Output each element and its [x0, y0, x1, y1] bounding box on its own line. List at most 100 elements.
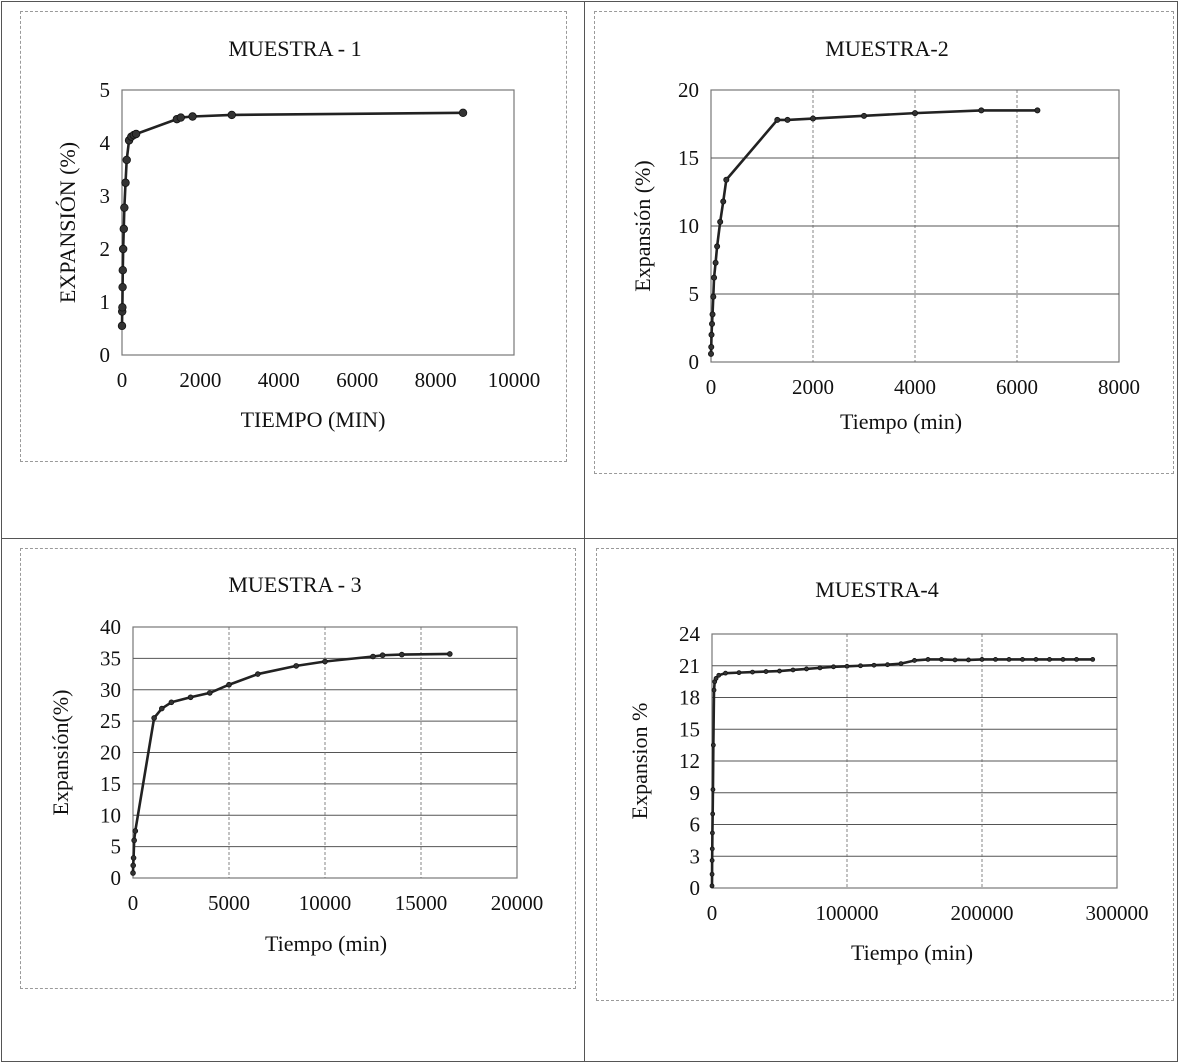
y-tick-label: 5 — [111, 835, 122, 859]
y-tick-label: 15 — [100, 772, 121, 796]
data-point — [207, 690, 213, 696]
y-tick-label: 0 — [689, 350, 700, 374]
data-point — [118, 303, 127, 312]
data-point — [710, 830, 715, 836]
y-tick-label: 18 — [679, 686, 700, 710]
data-point — [709, 311, 716, 318]
data-point — [750, 669, 755, 675]
x-tick-label: 0 — [707, 901, 718, 925]
y-tick-label: 0 — [690, 876, 701, 900]
chart-panel-muestra-2 — [594, 11, 1174, 474]
x-tick-label: 0 — [128, 891, 139, 915]
x-axis-label: Tiempo (min) — [265, 931, 387, 956]
x-axis-label: Tiempo (min) — [840, 409, 962, 434]
data-point — [708, 331, 715, 338]
y-tick-label: 4 — [100, 131, 111, 155]
data-point — [723, 176, 730, 183]
chart-panel-muestra-1 — [20, 11, 567, 462]
y-tick-label: 10 — [100, 803, 121, 827]
y-tick-label: 20 — [100, 741, 121, 765]
y-tick-label: 20 — [678, 78, 699, 102]
data-point — [130, 862, 136, 869]
chart-muestra-1: 0 1 2 3 4 5 0 2000 4000 6000 8000 10000 MUESTRA - 1 T… — [55, 36, 540, 432]
series-line — [710, 658, 1093, 886]
y-tick-label: 0 — [100, 343, 111, 367]
y-tick-label: 25 — [100, 709, 121, 733]
data-point — [858, 663, 863, 669]
y-tick-label: 15 — [678, 146, 699, 170]
y-tick-label: 5 — [100, 78, 111, 102]
data-point — [709, 320, 716, 327]
data-point — [939, 657, 944, 662]
data-point — [912, 658, 917, 663]
x-tick-label: 2000 — [179, 368, 221, 392]
y-tick-label: 1 — [100, 290, 111, 314]
data-point — [159, 705, 165, 712]
data-point — [398, 651, 405, 658]
y-tick-label: 21 — [679, 654, 700, 678]
y-tick-label: 0 — [111, 866, 122, 890]
y-axis-label: Expansión(%) — [48, 690, 73, 816]
data-point — [322, 658, 328, 665]
data-point — [723, 670, 728, 676]
y-tick-label: 40 — [100, 615, 121, 639]
series-line — [131, 652, 450, 874]
data-point — [736, 670, 742, 676]
data-point — [119, 224, 128, 234]
data-point — [777, 668, 782, 674]
data-point — [810, 115, 817, 122]
y-tick-label: 6 — [690, 813, 701, 837]
data-point — [831, 664, 836, 670]
x-tick-label: 6000 — [336, 368, 378, 392]
data-point — [1033, 657, 1039, 662]
chart-title: MUESTRA-2 — [825, 36, 948, 61]
x-tick-label: 8000 — [1098, 375, 1140, 399]
data-point — [711, 274, 718, 281]
y-tick-label: 9 — [690, 781, 701, 805]
x-tick-label: 10000 — [299, 891, 352, 915]
y-tick-label: 10 — [678, 214, 699, 238]
x-tick-label: 200000 — [951, 901, 1014, 925]
data-point — [1006, 657, 1012, 662]
data-point — [716, 672, 722, 678]
data-point — [1034, 107, 1041, 114]
chart-title: MUESTRA - 1 — [228, 36, 361, 61]
data-point — [720, 198, 727, 205]
y-tick-label: 35 — [100, 646, 121, 670]
series-line — [120, 111, 464, 326]
y-tick-label: 30 — [100, 678, 121, 702]
data-point — [784, 116, 791, 123]
chart-title: MUESTRA-4 — [815, 577, 938, 602]
y-tick-label: 2 — [100, 237, 111, 261]
data-point — [188, 112, 197, 121]
data-point — [710, 742, 716, 748]
data-point — [709, 858, 715, 863]
data-point — [861, 112, 868, 119]
data-point — [709, 883, 715, 889]
data-point — [458, 108, 468, 117]
data-point — [898, 661, 904, 667]
data-point — [1060, 657, 1066, 662]
x-tick-label: 2000 — [792, 375, 834, 399]
x-tick-label: 0 — [117, 368, 128, 392]
data-point — [187, 694, 194, 701]
y-axis-label: Expansión (%) — [630, 160, 655, 291]
data-point — [979, 657, 985, 662]
data-point — [966, 657, 971, 663]
x-axis-label: TIEMPO (MIN) — [241, 407, 386, 432]
data-point — [709, 846, 715, 852]
y-tick-label: 12 — [679, 749, 700, 773]
data-point — [708, 344, 715, 351]
data-point — [1047, 657, 1052, 662]
data-point — [122, 155, 131, 165]
x-tick-label: 6000 — [996, 375, 1038, 399]
x-tick-label: 10000 — [488, 368, 541, 392]
data-point — [131, 837, 137, 844]
data-point — [121, 178, 130, 187]
data-point — [370, 653, 376, 660]
data-point — [118, 244, 128, 254]
data-point — [978, 107, 985, 114]
data-point — [710, 293, 717, 300]
x-tick-label: 4000 — [894, 375, 936, 399]
chart-title: MUESTRA - 3 — [228, 572, 361, 597]
